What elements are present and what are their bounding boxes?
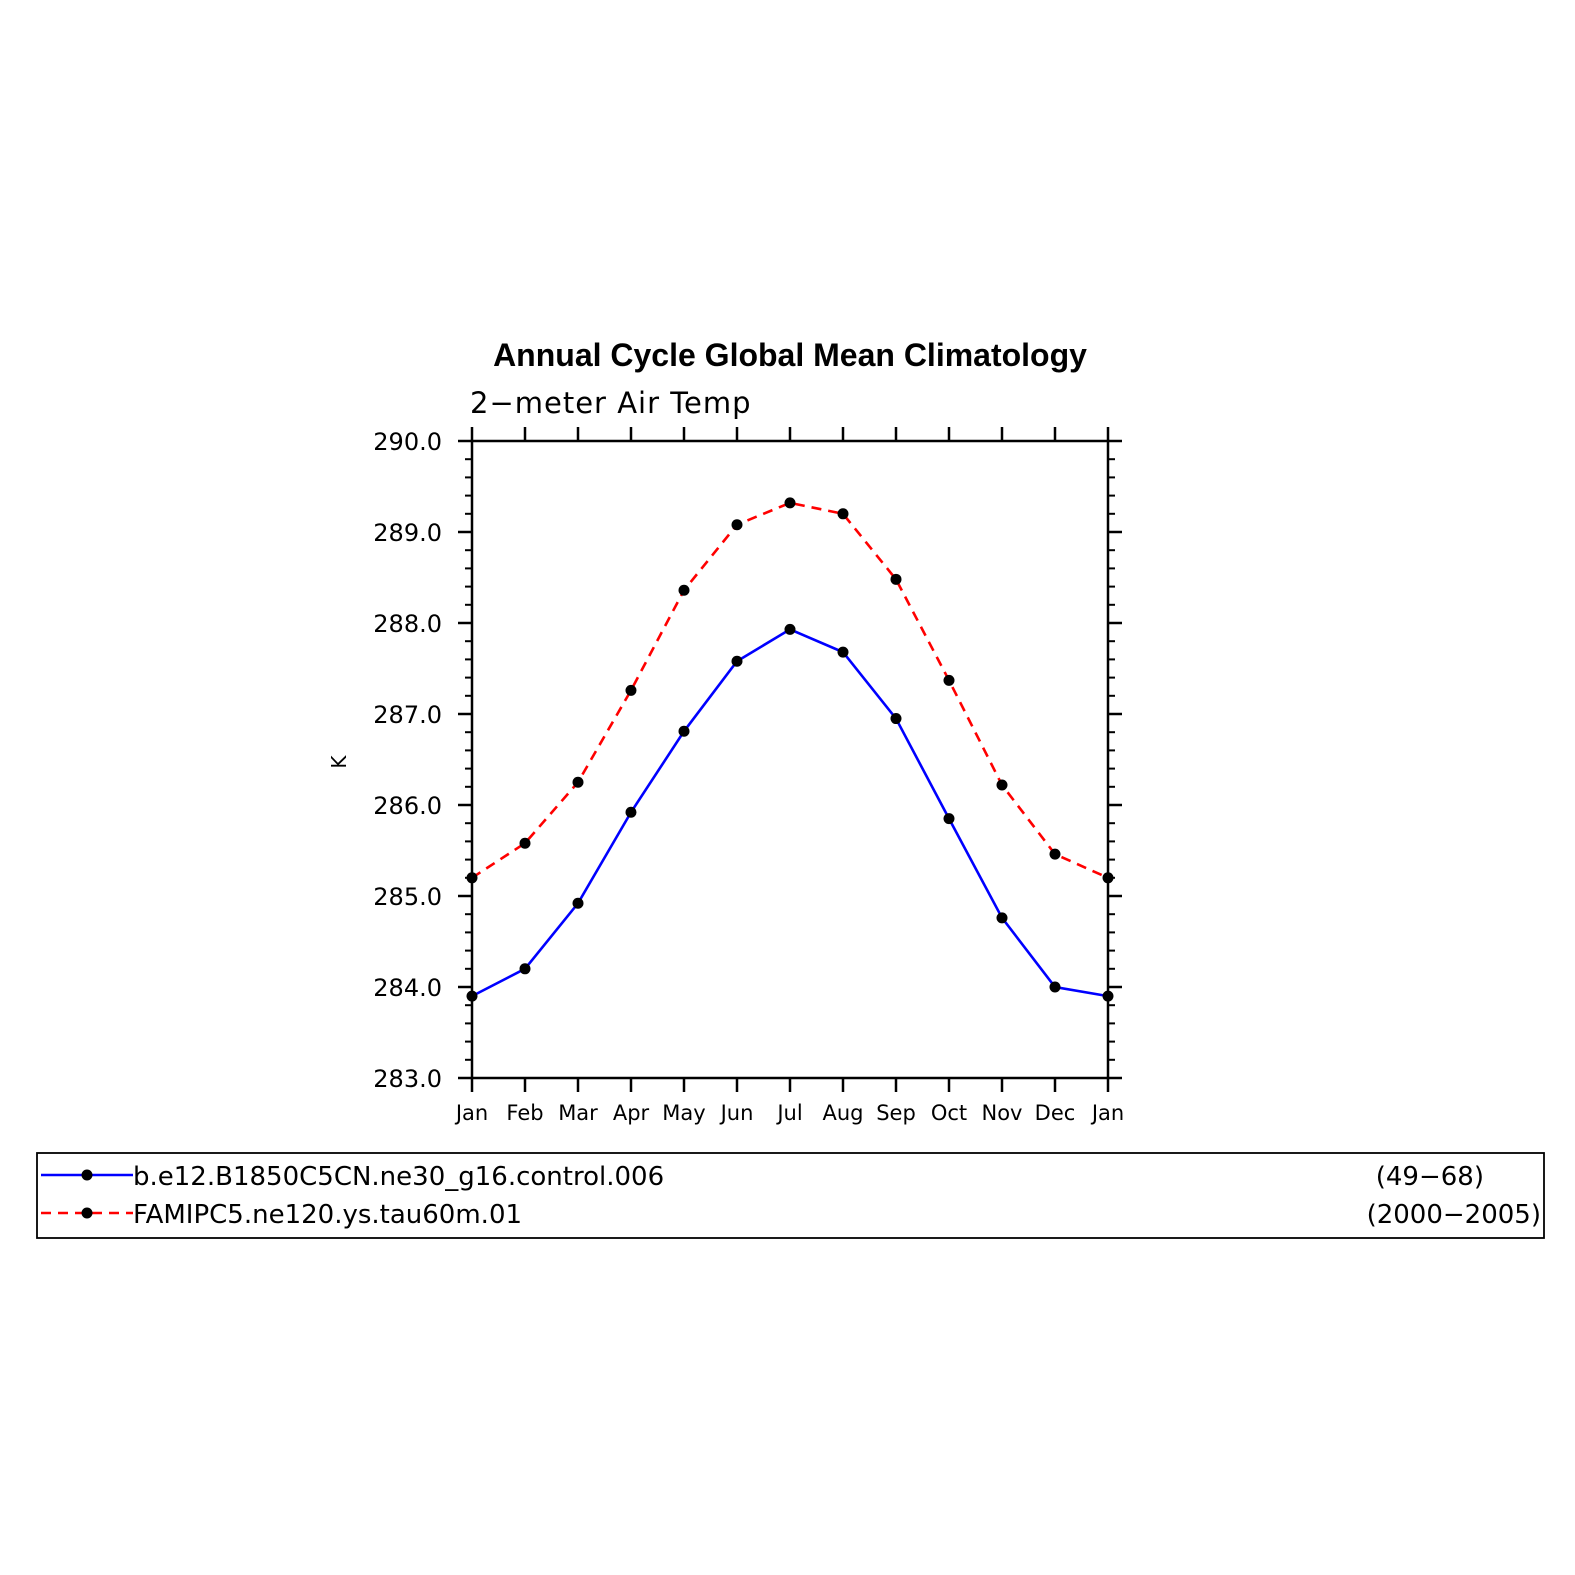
data-point: [1049, 981, 1061, 993]
plot-area: 283.0 284.0 285.0 286.0 287.0 288.0 289.0 290.0…: [373, 427, 1124, 1125]
x-tick-label: Jan: [454, 1101, 488, 1125]
legend-marker: [81, 1207, 93, 1219]
data-point: [1102, 990, 1114, 1002]
y-tick-label: 290.0: [373, 428, 442, 456]
data-point: [519, 837, 531, 849]
x-tick-label: Dec: [1035, 1101, 1076, 1125]
data-point: [678, 725, 690, 737]
data-point: [466, 990, 478, 1002]
data-point: [572, 897, 584, 909]
data-point: [572, 776, 584, 788]
x-tick-label: Sep: [876, 1101, 916, 1125]
legend-box: [36, 1152, 1545, 1239]
series-line-1: [471, 627, 1109, 998]
chart-subtitle: 2−meter Air Temp: [470, 386, 752, 420]
y-tick-label: 285.0: [373, 883, 442, 911]
x-tick-label: Mar: [558, 1101, 598, 1125]
y-axis-label: K: [327, 755, 351, 769]
data-point: [996, 779, 1008, 791]
y-tick-label: 284.0: [373, 974, 442, 1002]
data-point: [890, 573, 902, 585]
data-point: [943, 813, 955, 825]
legend: b.e12.B1850C5CN.ne30_g16.control.006 (49−…: [36, 1152, 1545, 1239]
data-point: [784, 497, 796, 509]
x-tick-label: Feb: [506, 1101, 543, 1125]
legend-entry-period: (49−68): [1376, 1162, 1484, 1192]
data-point: [466, 872, 478, 884]
data-point: [678, 584, 690, 596]
plot-frame: [470, 439, 1110, 1080]
data-point: [731, 655, 743, 667]
x-tick-label: Jun: [719, 1101, 754, 1125]
legend-entry-period: (2000−2005): [1367, 1200, 1541, 1230]
data-point: [1049, 848, 1061, 860]
legend-entry-name: b.e12.B1850C5CN.ne30_g16.control.006: [133, 1162, 664, 1192]
data-point: [625, 806, 637, 818]
data-point: [519, 963, 531, 975]
x-tick-label: Jan: [1090, 1101, 1124, 1125]
x-tick-label: Apr: [613, 1101, 650, 1125]
chart-title: Annual Cycle Global Mean Climatology: [493, 337, 1087, 373]
data-point: [784, 623, 796, 635]
x-tick-label: May: [662, 1101, 705, 1125]
legend-marker: [81, 1169, 93, 1181]
data-point: [996, 912, 1008, 924]
y-tick-label: 287.0: [373, 701, 442, 729]
x-tick-label: Aug: [822, 1101, 863, 1125]
data-point: [943, 674, 955, 686]
y-tick-label: 289.0: [373, 519, 442, 547]
data-point: [625, 684, 637, 696]
data-point: [837, 508, 849, 520]
x-tick-label: Nov: [982, 1101, 1023, 1125]
series-line-2: [471, 501, 1109, 879]
data-point: [837, 646, 849, 658]
data-point: [731, 519, 743, 531]
data-point: [1102, 872, 1114, 884]
y-tick-label: 288.0: [373, 610, 442, 638]
y-tick-label: 286.0: [373, 792, 442, 820]
y-tick-label: 283.0: [373, 1065, 442, 1093]
x-tick-label: Jul: [775, 1101, 802, 1125]
legend-entry-name: FAMIPC5.ne120.ys.tau60m.01: [133, 1200, 522, 1230]
x-tick-label: Oct: [931, 1101, 967, 1125]
data-point: [890, 713, 902, 725]
